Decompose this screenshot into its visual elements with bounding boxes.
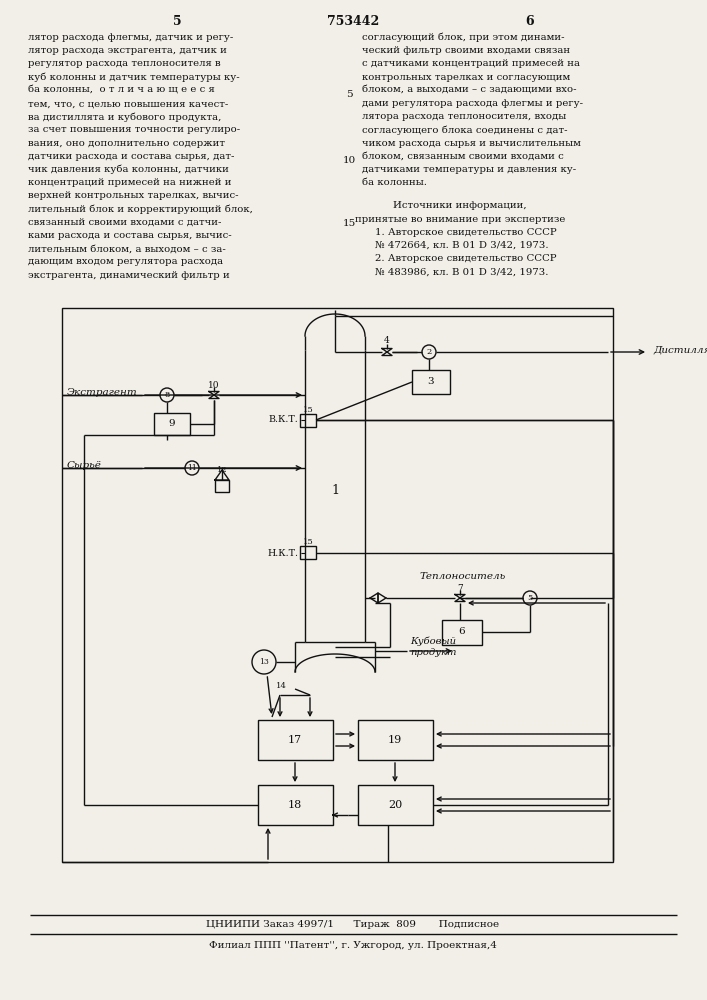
Text: 5: 5 [173, 15, 181, 28]
Bar [258, 785, 333, 825]
Text: 8: 8 [164, 391, 170, 399]
Text: 5: 5 [346, 90, 352, 99]
Bar [215, 480, 229, 492]
Text: 2. Авторское свидетельство СССР: 2. Авторское свидетельство СССР [375, 254, 556, 263]
Text: 5: 5 [527, 594, 532, 602]
Text: датчики расхода и состава сырья, дат-: датчики расхода и состава сырья, дат- [28, 152, 235, 161]
Text: ками расхода и состава сырья, вычис-: ками расхода и состава сырья, вычис- [28, 231, 232, 240]
Text: лительный блок и корректирующий блок,: лительный блок и корректирующий блок, [28, 205, 253, 214]
Text: ва дистиллята и кубового продукта,: ва дистиллята и кубового продукта, [28, 112, 221, 122]
Bar [412, 370, 450, 394]
Text: блоком, связанным своими входами с: блоком, связанным своими входами с [362, 152, 563, 161]
Text: блоком, а выходами – с задающими вхо-: блоком, а выходами – с задающими вхо- [362, 86, 576, 95]
Text: датчиками температуры и давления ку-: датчиками температуры и давления ку- [362, 165, 576, 174]
Text: 13: 13 [259, 658, 269, 666]
Text: дами регулятора расхода флегмы и регу-: дами регулятора расхода флегмы и регу- [362, 99, 583, 108]
Text: ба колонны.: ба колонны. [362, 178, 427, 187]
Text: 4: 4 [384, 336, 390, 345]
Text: ческий фильтр своими входами связан: ческий фильтр своими входами связан [362, 46, 570, 55]
Text: В.К.Т.: В.К.Т. [268, 416, 298, 424]
Text: 20: 20 [388, 800, 402, 810]
Text: 1. Авторское свидетельство СССР: 1. Авторское свидетельство СССР [375, 228, 556, 237]
Text: Теплоноситель: Теплоноситель [420, 572, 506, 581]
Text: экстрагента, динамический фильтр и: экстрагента, динамический фильтр и [28, 271, 230, 280]
Text: регулятор расхода теплоносителя в: регулятор расхода теплоносителя в [28, 59, 221, 68]
Text: дающим входом регулятора расхода: дающим входом регулятора расхода [28, 257, 223, 266]
Text: № 472664, кл. В 01 D 3/42, 1973.: № 472664, кл. В 01 D 3/42, 1973. [375, 241, 549, 250]
Text: контрольных тарелках и согласующим: контрольных тарелках и согласующим [362, 73, 571, 82]
Text: Н.К.Т.: Н.К.Т. [267, 548, 298, 558]
Text: ЦНИИПИ Заказ 4997/1      Тираж  809       Подписное: ЦНИИПИ Заказ 4997/1 Тираж 809 Подписное [206, 920, 500, 929]
Text: 14: 14 [276, 682, 287, 690]
Text: 18: 18 [288, 800, 302, 810]
Text: Филиал ППП ''Патент'', г. Ужгород, ул. Проектная,4: Филиал ППП ''Патент'', г. Ужгород, ул. П… [209, 941, 497, 950]
Text: Экстрагент: Экстрагент [67, 388, 138, 397]
Text: 6: 6 [459, 628, 465, 637]
Text: лятора расхода теплоносителя, входы: лятора расхода теплоносителя, входы [362, 112, 566, 121]
Bar [62, 308, 613, 862]
Text: 11: 11 [187, 464, 197, 472]
Text: 2: 2 [426, 348, 432, 356]
Text: связанный своими входами с датчи-: связанный своими входами с датчи- [28, 218, 221, 227]
Text: за счет повышения точности регулиро-: за счет повышения точности регулиро- [28, 125, 240, 134]
Text: согласующий блок, при этом динами-: согласующий блок, при этом динами- [362, 33, 564, 42]
Text: лятор расхода флегмы, датчик и регу-: лятор расхода флегмы, датчик и регу- [28, 33, 233, 42]
Text: 15: 15 [303, 538, 313, 546]
Text: куб колонны и датчик температуры ку-: куб колонны и датчик температуры ку- [28, 73, 240, 82]
Text: № 483986, кл. В 01 D 3/42, 1973.: № 483986, кл. В 01 D 3/42, 1973. [375, 267, 549, 276]
Text: 6: 6 [526, 15, 534, 28]
Text: Кубовый
продукт: Кубовый продукт [410, 637, 457, 657]
Text: 10: 10 [342, 156, 356, 165]
Text: концентраций примесей на нижней и: концентраций примесей на нижней и [28, 178, 231, 187]
Text: 19: 19 [388, 735, 402, 745]
Text: с датчиками концентраций примесей на: с датчиками концентраций примесей на [362, 59, 580, 68]
Text: 12: 12 [216, 466, 228, 474]
Bar [442, 620, 482, 645]
Text: 753442: 753442 [327, 15, 379, 28]
Text: чик давления куба колонны, датчики: чик давления куба колонны, датчики [28, 165, 229, 174]
Text: Источники информации,: Источники информации, [393, 201, 527, 210]
Text: 7: 7 [457, 584, 463, 593]
Text: тем, что, с целью повышения качест-: тем, что, с целью повышения качест- [28, 99, 228, 108]
Text: 15: 15 [303, 406, 313, 414]
Text: Сырьё: Сырьё [67, 461, 102, 470]
Text: 10: 10 [209, 381, 220, 390]
Text: принятые во внимание при экспертизе: принятые во внимание при экспертизе [355, 215, 565, 224]
Text: 3: 3 [428, 377, 434, 386]
Text: Дистиллят: Дистиллят [653, 346, 707, 355]
Text: чиком расхода сырья и вычислительным: чиком расхода сырья и вычислительным [362, 139, 581, 148]
Bar [358, 720, 433, 760]
Text: вания, оно дополнительно содержит: вания, оно дополнительно содержит [28, 139, 225, 148]
Text: лительным блоком, а выходом – с за-: лительным блоком, а выходом – с за- [28, 244, 226, 253]
Text: 9: 9 [169, 420, 175, 428]
Text: ба колонны,  о т л и ч а ю щ е е с я: ба колонны, о т л и ч а ю щ е е с я [28, 86, 215, 95]
Bar [358, 785, 433, 825]
Bar [300, 546, 316, 559]
Text: лятор расхода экстрагента, датчик и: лятор расхода экстрагента, датчик и [28, 46, 227, 55]
Bar [258, 720, 333, 760]
Text: 17: 17 [288, 735, 302, 745]
Bar [154, 413, 190, 435]
Text: 15: 15 [342, 219, 356, 228]
Text: верхней контрольных тарелках, вычис-: верхней контрольных тарелках, вычис- [28, 191, 238, 200]
Text: согласующего блока соединены с дат-: согласующего блока соединены с дат- [362, 125, 568, 135]
Bar [300, 414, 316, 427]
Text: 1: 1 [331, 484, 339, 496]
